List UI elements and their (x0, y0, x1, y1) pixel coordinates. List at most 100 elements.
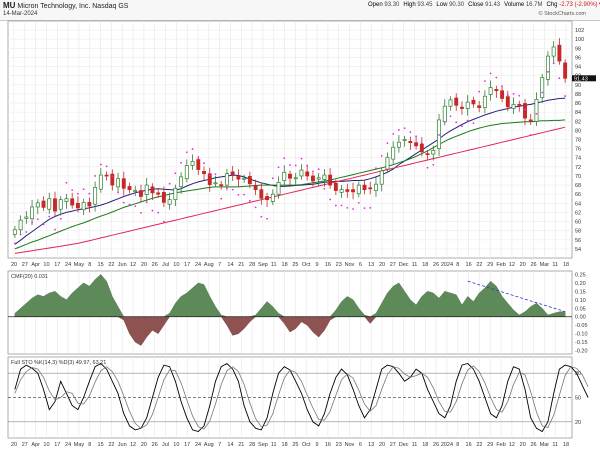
candle-body (276, 181, 281, 195)
y-tick-label: 78 (575, 138, 581, 144)
x-tick-label: May (74, 262, 85, 268)
last-price-marker (572, 75, 596, 82)
sar-dot (312, 170, 314, 173)
sar-dot (289, 164, 291, 166)
sar-dot (495, 76, 498, 79)
sar-dot (180, 161, 182, 164)
sar-dot (174, 172, 177, 175)
y-tick-label: -0.20 (575, 349, 588, 355)
candle-body (408, 140, 413, 144)
candle-body (316, 177, 321, 180)
x-tick-label: 7 (218, 442, 221, 448)
sar-dot (191, 148, 194, 150)
x-tick-label: 16 (466, 442, 472, 448)
sar-dot (260, 215, 263, 218)
sar-dot (489, 72, 492, 75)
x-tick-label: 18 (422, 262, 428, 268)
candle-body (362, 184, 367, 190)
candle-body (460, 106, 464, 109)
x-tick-label: 20 (11, 262, 17, 268)
sar-dot (334, 204, 337, 207)
sar-dot (208, 174, 211, 176)
y-tick-label: -0.10 (575, 332, 588, 338)
sar-dot (472, 122, 475, 124)
x-tick-label: 11 (552, 442, 558, 448)
x-tick-label: Apr (31, 262, 40, 268)
sar-dot (162, 220, 165, 223)
sar-dot (329, 198, 332, 201)
quote-value: 16.7M (525, 2, 543, 8)
candle-body (116, 178, 120, 188)
x-tick-label: 24 (195, 262, 201, 268)
candle-body (465, 101, 470, 109)
y-tick-label: 90 (575, 83, 581, 89)
y-tick-label: 80 (575, 371, 581, 377)
sar-dot (145, 201, 148, 204)
x-tick-label: 17 (54, 262, 60, 268)
y-tick-label: 66 (575, 192, 581, 198)
y-tick-label: 0.00 (575, 315, 586, 321)
sar-dot (82, 188, 85, 191)
change-value: -2.73 (-2.90%) (559, 2, 598, 8)
sar-dot (203, 162, 205, 165)
sar-dot (65, 181, 68, 184)
candle-body (150, 186, 155, 194)
x-tick-label: 18 (563, 442, 569, 448)
x-tick-label: 17 (54, 442, 60, 448)
sar-dot (31, 221, 33, 224)
candle-body (242, 177, 247, 180)
x-tick-label: Feb (496, 262, 505, 268)
sar-dot (231, 188, 234, 191)
sar-dot (157, 211, 160, 214)
cmf-legend: CMF(20) 0.031 (11, 274, 48, 280)
candle-body (396, 141, 401, 148)
sar-dot (105, 165, 108, 168)
candle-body (540, 77, 545, 98)
y-tick-label: 82 (575, 119, 581, 125)
candle-body (345, 189, 350, 192)
candle-body (161, 192, 166, 203)
x-tick-label: 8 (88, 442, 91, 448)
symbol: MU (3, 1, 16, 10)
x-tick-label: 20 (141, 262, 147, 268)
y-tick-label: 56 (575, 238, 581, 244)
candle-body (81, 202, 86, 211)
sar-dot (403, 127, 406, 130)
sar-dot (226, 187, 228, 189)
last-price-label: 91.43 (574, 76, 588, 82)
candle-body (35, 202, 40, 208)
chart-header: MU Micron Technology, Inc. Nasdaq GS 14-… (0, 0, 600, 21)
x-tick-label: 6 (359, 262, 362, 268)
candle-body (328, 174, 333, 186)
x-tick-label: 22 (476, 262, 482, 268)
candle-body (288, 173, 292, 179)
x-tick-label: 6 (359, 442, 362, 448)
moving-average-line (14, 119, 566, 250)
x-tick-label: 25 (292, 262, 298, 268)
x-tick-label: 16 (325, 262, 331, 268)
sar-dot (168, 182, 171, 185)
y-tick-label: 102 (575, 28, 584, 34)
sto-d-line (14, 365, 589, 430)
x-tick-label: Dec (399, 442, 409, 448)
x-tick-label: 18 (282, 262, 288, 268)
x-tick-label: 26 (530, 262, 536, 268)
x-tick-label: 26 (530, 442, 536, 448)
x-tick-label: 12 (509, 442, 515, 448)
x-tick-label: 25 (292, 442, 298, 448)
sar-dot (461, 125, 463, 128)
sar-dot (443, 121, 446, 123)
y-tick-label: 64 (575, 201, 581, 207)
candle-body (202, 171, 206, 175)
x-tick-label: 27 (22, 262, 28, 268)
sar-dot (185, 151, 188, 154)
candle-body (379, 170, 384, 185)
sar-dot (220, 197, 223, 200)
x-tick-label: 15 (98, 262, 104, 268)
x-tick-label: 20 (141, 442, 147, 448)
candle-body (477, 105, 482, 108)
sar-dot (363, 207, 366, 209)
y-tick-label: 88 (575, 92, 581, 98)
candle-body (64, 198, 69, 202)
sar-dot (415, 135, 418, 138)
